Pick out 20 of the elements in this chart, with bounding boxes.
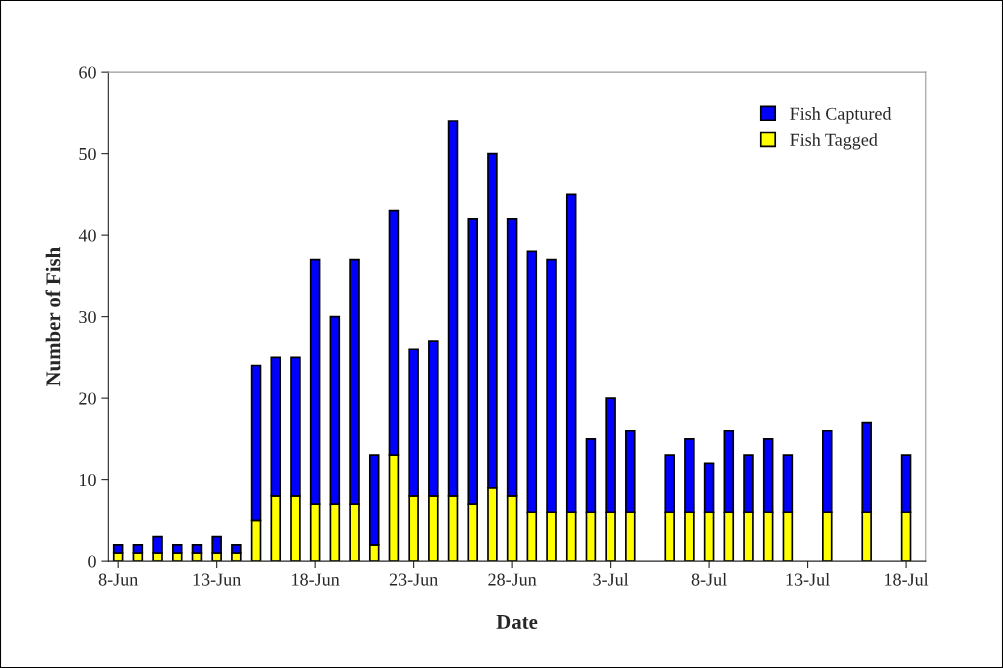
x-tick-label: 8-Jul (691, 572, 727, 586)
x-tick-label: 18-Jul (885, 572, 929, 586)
y-tick-label: 50 (79, 147, 96, 161)
y-axis-title: Number of Fish (45, 247, 61, 387)
x-tick-label: 13-Jun (193, 573, 241, 586)
y-tick-label: 60 (79, 66, 96, 79)
x-tick-label: 13-Jul (786, 572, 830, 586)
legend-label: Fish Captured (790, 107, 892, 124)
y-tick-label: 30 (79, 310, 96, 324)
y-tick-label: 0 (88, 555, 96, 568)
y-tick-label: 20 (79, 392, 96, 405)
x-tick-label: 3-Jul (593, 572, 629, 586)
x-tick-label: 23-Jun (389, 573, 438, 586)
x-tick-label: 8-Jun (98, 573, 138, 586)
x-tick-label: 18-Jun (292, 573, 340, 586)
x-axis-title: Date (496, 615, 538, 629)
y-tick-label: 40 (78, 229, 96, 242)
legend-label: Fish Tagged (790, 133, 878, 150)
y-tick-label: 10 (80, 473, 96, 487)
x-tick-label: 28-Jun (488, 573, 537, 586)
